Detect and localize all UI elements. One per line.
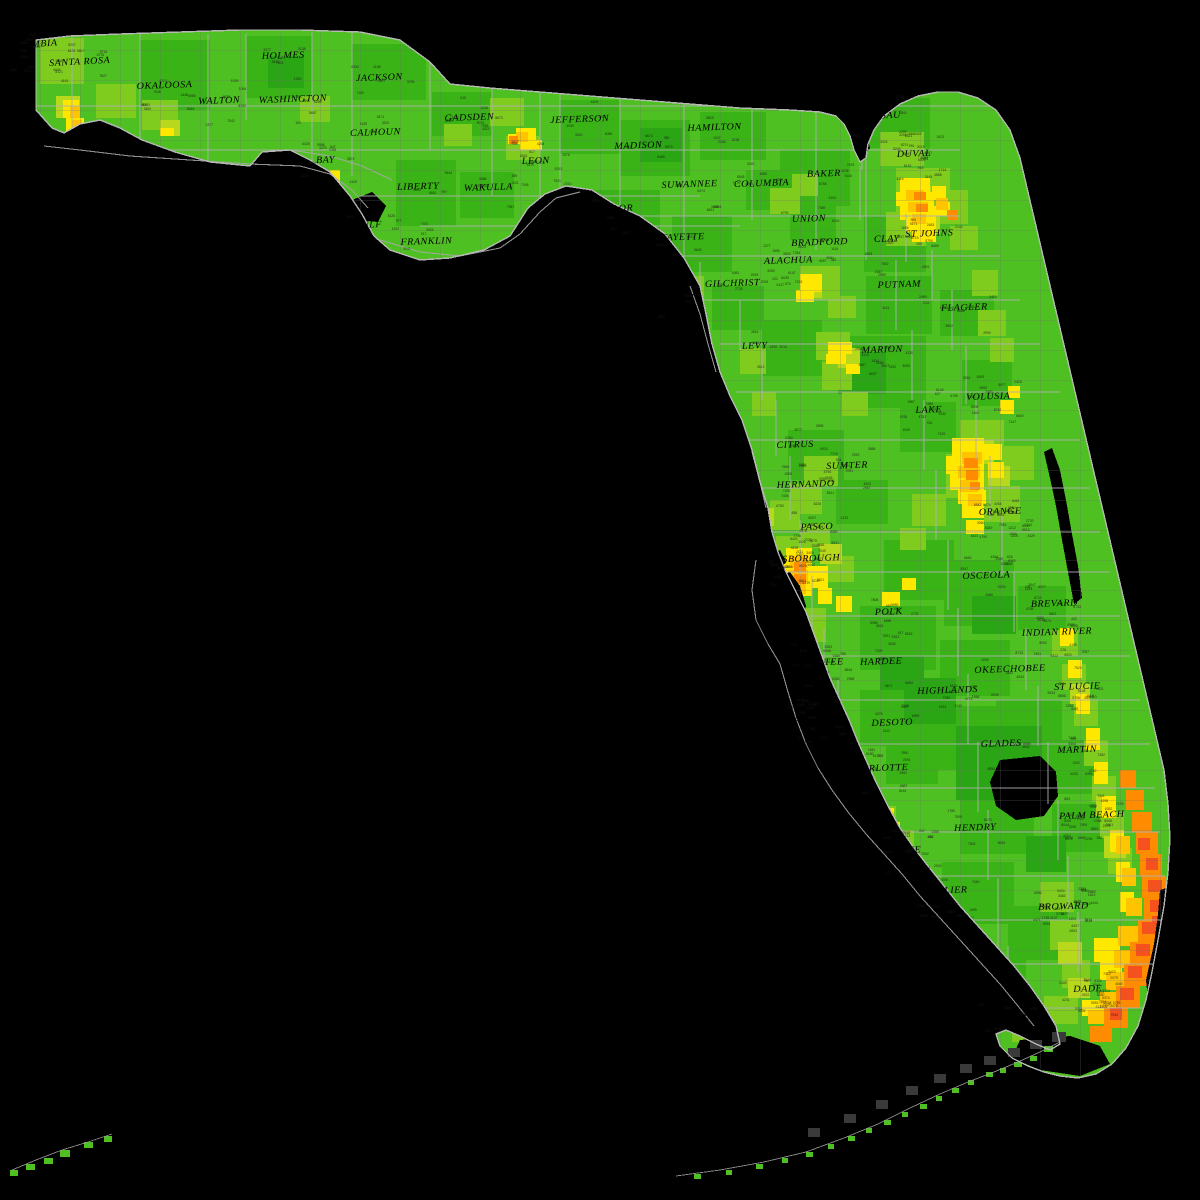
max-density-tracts [1110, 838, 1164, 1020]
biscayne-bay [1146, 886, 1176, 1000]
indian-river-lagoon [1044, 448, 1082, 604]
tampa-bay [772, 572, 806, 632]
